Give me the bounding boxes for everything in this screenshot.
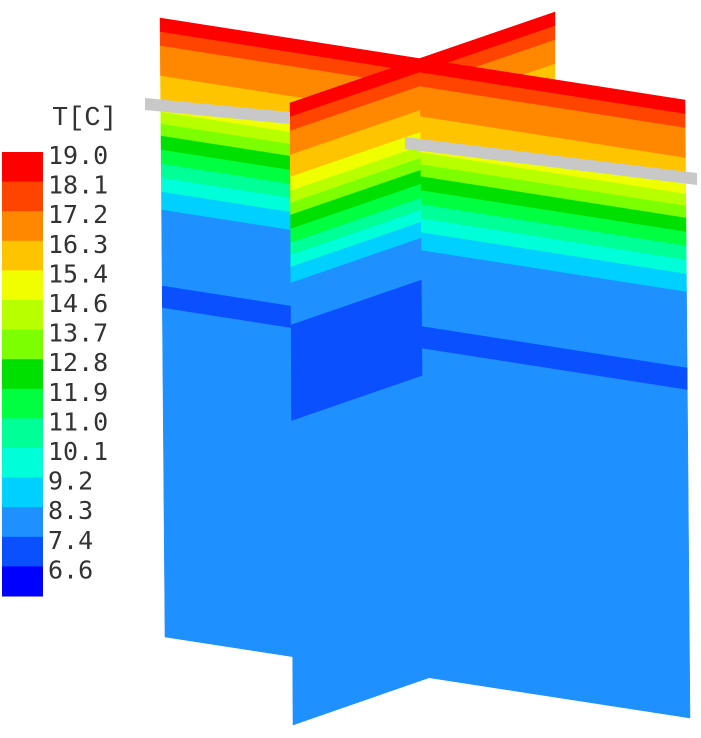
legend-swatch: [2, 359, 43, 390]
legend-swatch: [2, 181, 43, 212]
legend-swatch: [2, 448, 43, 479]
legend-swatch: [2, 418, 43, 449]
legend-swatch: [2, 300, 43, 331]
legend: 19.018.117.216.315.414.613.712.811.911.0…: [2, 141, 108, 597]
legend-title: T[C]: [52, 104, 117, 134]
legend-swatch: [2, 211, 43, 242]
legend-swatch: [2, 240, 43, 271]
contour-planes: [159, 11, 691, 726]
legend-label: 7.4: [48, 526, 93, 555]
legend-label: 14.6: [48, 289, 108, 318]
legend-label: 12.8: [48, 348, 108, 377]
legend-swatch: [2, 477, 43, 508]
legend-swatch: [2, 152, 43, 183]
legend-label: 11.0: [48, 407, 108, 436]
legend-swatch: [2, 270, 43, 301]
legend-label: 13.7: [48, 319, 108, 348]
legend-swatch: [2, 536, 43, 567]
legend-swatch: [2, 507, 43, 538]
legend-label: 19.0: [48, 141, 108, 170]
cross-bar: [145, 98, 290, 124]
legend-label: 6.6: [48, 555, 93, 584]
legend-label: 8.3: [48, 496, 93, 525]
legend-label: 10.1: [48, 437, 108, 466]
legend-swatch: [2, 566, 43, 597]
legend-label: 17.2: [48, 200, 108, 229]
cross-bar: [405, 137, 697, 185]
legend-label: 15.4: [48, 259, 108, 288]
legend-label: 18.1: [48, 171, 108, 200]
contour-band: [422, 348, 691, 719]
legend-label: 11.9: [48, 378, 108, 407]
legend-swatch: [2, 329, 43, 360]
legend-label: 9.2: [48, 467, 93, 496]
legend-label: 16.3: [48, 230, 108, 259]
contour-band: [291, 376, 422, 726]
legend-swatch: [2, 388, 43, 419]
